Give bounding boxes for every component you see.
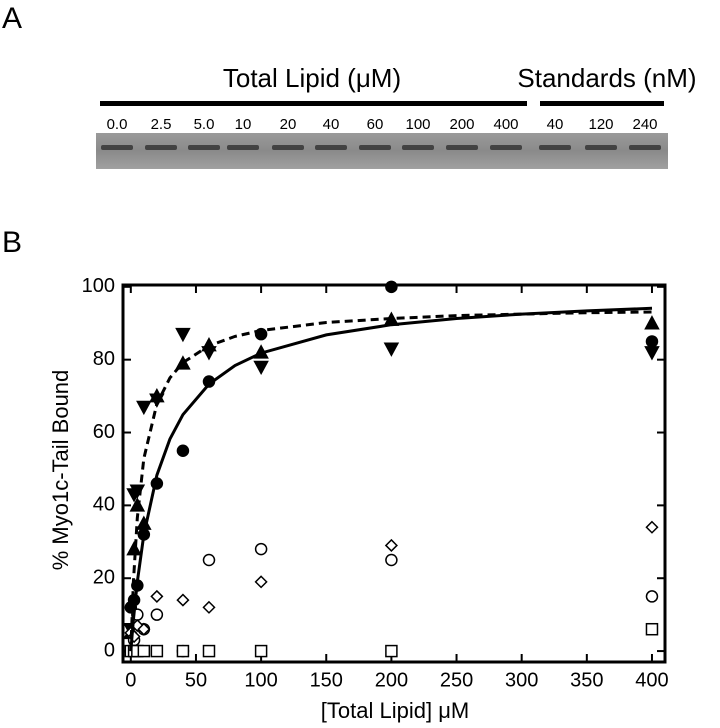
x-tick-label: 0 xyxy=(125,669,136,691)
x-tick-label: 300 xyxy=(505,669,538,691)
x-axis-title: [Total Lipid] μM xyxy=(321,698,469,723)
group-bar xyxy=(100,101,527,106)
panel-label: A xyxy=(2,2,22,35)
lane-label: 2.5 xyxy=(151,116,172,133)
lane-label: 100 xyxy=(405,116,430,133)
point xyxy=(176,593,190,607)
point xyxy=(254,575,268,589)
point xyxy=(644,315,660,330)
x-tick-label: 350 xyxy=(570,669,603,691)
point xyxy=(254,542,268,556)
gel-band xyxy=(490,145,522,150)
point xyxy=(383,342,400,357)
lane-label: 200 xyxy=(449,116,474,133)
point xyxy=(254,644,268,658)
x-tick-label: 250 xyxy=(440,669,473,691)
point xyxy=(176,444,190,457)
point xyxy=(645,335,659,348)
plot-frame xyxy=(121,283,667,664)
gel-band xyxy=(101,145,133,150)
point xyxy=(137,644,151,658)
point xyxy=(645,622,659,636)
gel-band xyxy=(585,145,617,150)
y-axis-title: % Myo1c-Tail Bound xyxy=(48,370,73,571)
point xyxy=(645,520,659,534)
gel-band xyxy=(188,145,220,150)
y-tick-label: 40 xyxy=(93,494,115,516)
lane-label: 240 xyxy=(632,116,657,133)
lane-label: 60 xyxy=(367,116,384,133)
gel-image xyxy=(96,133,668,169)
lane-label: 40 xyxy=(323,116,340,133)
y-tick-label: 20 xyxy=(93,567,115,589)
gel-band xyxy=(402,145,434,150)
point xyxy=(385,280,398,294)
lane-label: 120 xyxy=(588,116,613,133)
point xyxy=(384,538,398,553)
point xyxy=(201,346,217,361)
point xyxy=(137,622,151,636)
gel-band xyxy=(272,145,304,150)
gel-band xyxy=(315,145,347,150)
gel-band xyxy=(359,145,391,150)
point xyxy=(645,590,659,603)
gel-band xyxy=(629,145,661,150)
lane-label: 20 xyxy=(280,116,297,133)
point xyxy=(175,327,191,343)
fit-curve xyxy=(129,310,653,652)
lane-label: 400 xyxy=(493,116,518,133)
lane-label: 0.0 xyxy=(107,116,128,133)
point xyxy=(202,600,216,614)
y-tick-label: 0 xyxy=(104,639,115,661)
x-tick-label: 150 xyxy=(310,669,343,691)
point xyxy=(136,400,152,416)
lane-label: 10 xyxy=(235,116,252,133)
y-tick-label: 100 xyxy=(82,275,115,297)
point xyxy=(385,553,398,567)
lane-label: 40 xyxy=(547,116,564,133)
gel-band xyxy=(227,145,259,150)
panel-label: B xyxy=(2,226,22,259)
lane-label: 5.0 xyxy=(194,116,215,133)
point xyxy=(385,644,398,658)
y-tick-label: 80 xyxy=(93,348,115,370)
group-title: Standards (nM) xyxy=(517,63,696,93)
group-bar xyxy=(540,101,664,106)
point xyxy=(253,360,269,376)
gel-band xyxy=(539,145,571,150)
x-tick-label: 100 xyxy=(244,669,277,691)
group-title: Total Lipid (μM) xyxy=(223,63,401,93)
x-tick-label: 50 xyxy=(185,669,207,691)
point xyxy=(202,553,216,567)
gel-band xyxy=(145,145,177,150)
x-tick-label: 400 xyxy=(635,669,668,691)
point xyxy=(150,608,164,621)
point xyxy=(644,346,660,361)
y-tick-label: 60 xyxy=(93,421,115,443)
point xyxy=(176,644,190,658)
gel-band xyxy=(446,145,478,150)
point xyxy=(202,644,216,658)
point xyxy=(150,644,164,658)
x-tick-label: 200 xyxy=(375,669,408,691)
point xyxy=(150,589,164,603)
